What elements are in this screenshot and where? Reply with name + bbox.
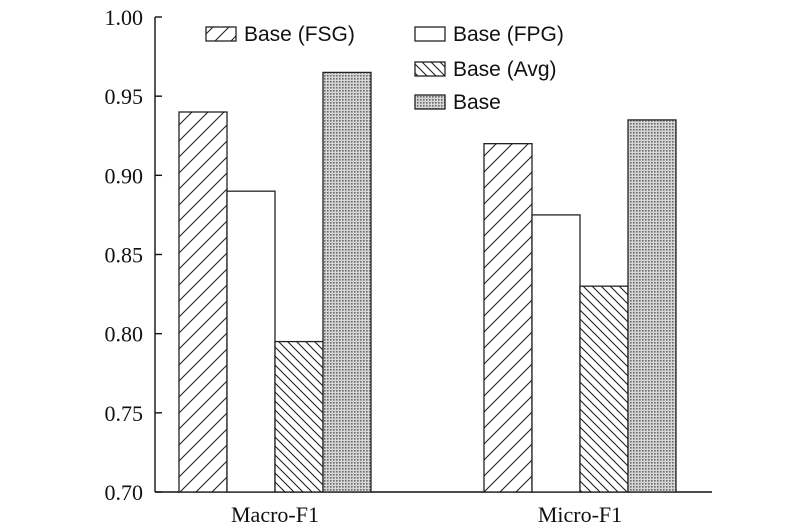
bar-base-avg-micro-f1 <box>579 285 629 493</box>
legend: Base (FSG) Base (FPG) Base (Avg) Base <box>205 23 564 114</box>
y-tick-label: 0.70 <box>105 480 144 505</box>
y-tick-label: 0.95 <box>105 84 144 109</box>
bar-base-fpg-macro-f1 <box>226 190 276 493</box>
bar-base-micro-f1 <box>627 119 677 493</box>
axes: 0.70 0.75 0.80 0.85 0.90 0.95 1.00 Macro-F1 Micr… <box>105 5 712 527</box>
legend-label: Base (FSG) <box>244 23 355 46</box>
bars <box>178 71 677 493</box>
legend-swatch <box>414 61 446 77</box>
y-tick-label: 0.85 <box>105 243 144 268</box>
bar-base-macro-f1 <box>322 71 372 493</box>
y-tick-label: 0.90 <box>105 163 144 188</box>
bar-base-fpg-micro-f1 <box>531 214 581 493</box>
x-category-label: Micro-F1 <box>538 502 622 527</box>
bar-base-fsg-macro-f1 <box>178 111 228 493</box>
legend-label: Base (Avg) <box>453 58 557 81</box>
x-category-label: Macro-F1 <box>231 502 319 527</box>
legend-swatch <box>205 26 237 42</box>
bar-base-fsg-micro-f1 <box>483 143 533 493</box>
y-tick-label: 0.75 <box>105 401 144 426</box>
legend-swatch <box>414 26 446 42</box>
legend-label: Base <box>453 91 501 114</box>
y-tick-label: 0.80 <box>105 322 144 347</box>
legend-label: Base (FPG) <box>453 23 564 46</box>
y-tick-label: 1.00 <box>105 5 144 30</box>
legend-swatch <box>414 94 446 110</box>
bar-base-avg-macro-f1 <box>274 340 324 493</box>
